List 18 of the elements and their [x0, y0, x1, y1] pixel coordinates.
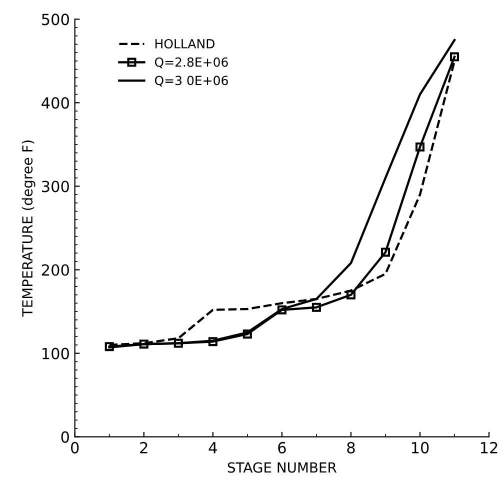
x-tick-label: 2 [140, 442, 148, 454]
y-tick-label: 0 [61, 431, 69, 443]
y-tick-label: 200 [42, 264, 69, 276]
y-tick-label: 100 [42, 348, 69, 360]
x-tick-label: 8 [347, 442, 355, 454]
x-axis-title: STAGE NUMBER [228, 462, 336, 473]
legend-label: Q=2.8E+06 [154, 57, 228, 68]
legend-label: HOLLAND [155, 39, 214, 48]
y-tick-label: 500 [42, 14, 69, 26]
legend-label: Q=3 0E+06 [154, 76, 228, 87]
y-tick-label: 400 [42, 97, 69, 109]
x-tick-label: 4 [208, 442, 217, 454]
x-tick-label: 12 [480, 442, 498, 454]
y-tick-label: 300 [42, 180, 69, 192]
x-tick-label: 0 [70, 442, 79, 454]
y-axis-title: TEMPERATURE (degree F) [22, 140, 36, 317]
x-tick-label: 6 [278, 442, 286, 454]
x-tick-label: 10 [412, 442, 429, 454]
